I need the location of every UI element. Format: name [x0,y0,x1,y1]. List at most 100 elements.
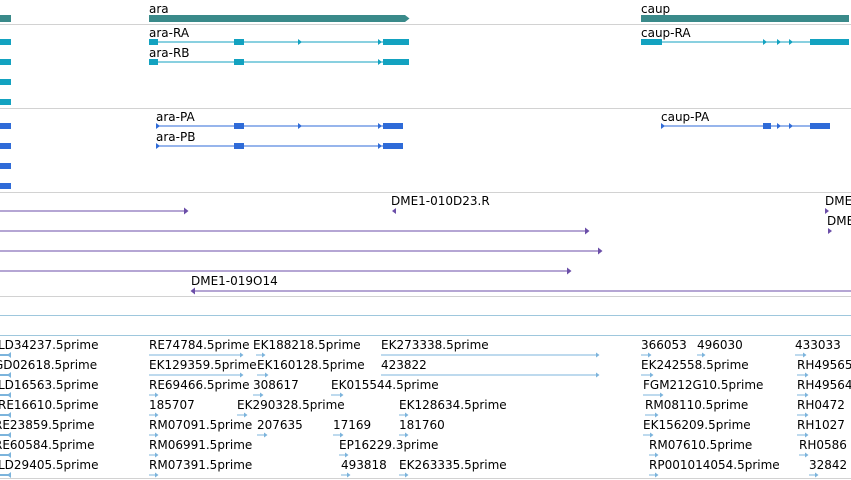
est-label[interactable]: 32842 [809,458,848,472]
transcript-exon[interactable] [149,59,158,65]
est-feature[interactable] [240,352,244,358]
protein-stub[interactable] [0,143,11,149]
est-label[interactable]: EP16229.3prime [339,438,439,452]
transcript-exon[interactable] [149,39,158,45]
est-feature[interactable] [0,454,10,456]
clone-label-dme1-019o14[interactable]: DME1-019O14 [191,274,278,288]
est-label[interactable]: 496030 [697,338,743,352]
est-label[interactable]: 433033 [795,338,841,352]
protein-exon[interactable] [156,123,160,129]
est-feature[interactable] [0,414,10,416]
est-label[interactable]: 308617 [253,378,299,392]
clone-label-dme-a[interactable]: DME [825,194,851,208]
protein-stub[interactable] [0,183,11,189]
protein-label-ara-pb[interactable]: ara-PB [156,130,196,144]
transcript-exon[interactable] [383,59,409,65]
est-feature[interactable] [0,354,10,356]
transcript-stub[interactable] [0,59,11,65]
est-label[interactable]: EK156209.5prime [643,418,751,432]
est-label[interactable]: RH49565 [797,358,851,372]
est-label[interactable]: RE16610.5prime [0,398,99,412]
est-label[interactable]: LD34237.5prime [0,338,99,352]
clone-end[interactable] [190,287,196,295]
est-label[interactable]: RE23859.5prime [0,418,95,432]
gene-bar[interactable] [149,15,405,22]
clone-end[interactable] [585,227,590,235]
est-feature[interactable] [262,352,266,358]
est-feature[interactable] [805,452,809,458]
protein-exon[interactable] [777,123,781,129]
est-label[interactable]: 207635 [257,418,303,432]
transcript-exon[interactable] [641,39,662,45]
clone-label-dme-b[interactable]: DME [827,214,851,228]
est-feature[interactable] [648,352,652,358]
clone-end[interactable] [828,228,832,234]
est-feature[interactable] [260,392,264,398]
transcript-exon[interactable] [763,39,767,45]
est-label[interactable]: EK188218.5prime [253,338,361,352]
est-feature[interactable] [0,474,10,476]
est-feature[interactable] [405,432,409,438]
transcript-exon[interactable] [234,59,244,65]
est-feature[interactable] [805,412,809,418]
transcript-exon[interactable] [378,39,382,45]
est-feature[interactable] [596,352,600,358]
transcript-exon[interactable] [383,39,409,45]
protein-label-caup-pa[interactable]: caup-PA [661,110,710,124]
est-label[interactable]: 493818 [341,458,387,472]
est-feature[interactable] [347,472,351,478]
est-label[interactable]: RE74784.5prime [149,338,250,352]
est-feature[interactable] [805,372,809,378]
est-feature[interactable] [155,472,159,478]
protein-exon[interactable] [789,123,793,129]
est-feature[interactable] [264,432,268,438]
est-feature[interactable] [702,352,706,358]
clone-end[interactable] [392,208,396,214]
protein-exon[interactable] [383,143,403,149]
protein-exon[interactable] [298,123,302,129]
est-label[interactable]: EK273338.5prime [381,338,489,352]
est-label[interactable]: EK128634.5prime [399,398,507,412]
est-feature[interactable] [345,452,349,458]
transcript-exon[interactable] [777,39,781,45]
est-label[interactable]: RM08110.5prime [645,398,749,412]
est-feature[interactable] [650,432,654,438]
est-feature[interactable] [805,392,809,398]
protein-exon[interactable] [156,143,160,149]
est-label[interactable]: EK160128.5prime [257,358,365,372]
est-label[interactable]: EK015544.5prime [331,378,439,392]
est-label[interactable]: RM07091.5prime [149,418,253,432]
est-feature[interactable] [244,412,248,418]
clone-end[interactable] [567,267,572,275]
gene-bar[interactable] [0,15,11,22]
est-feature[interactable] [0,394,10,396]
est-label[interactable]: RE69466.5prime [149,378,250,392]
est-feature[interactable] [655,412,659,418]
est-feature[interactable] [155,432,159,438]
est-feature[interactable] [803,352,807,358]
clone-label-dme1-010d23[interactable]: DME1-010D23.R [391,194,490,208]
est-feature[interactable] [655,472,659,478]
est-feature[interactable] [155,392,159,398]
protein-exon[interactable] [378,123,382,129]
transcript-stub[interactable] [0,79,11,85]
transcript-exon[interactable] [789,39,793,45]
est-label[interactable]: 185707 [149,398,195,412]
est-label[interactable]: RM07391.5prime [149,458,253,472]
protein-exon[interactable] [763,123,771,129]
protein-exon[interactable] [383,123,403,129]
gene-label-caup[interactable]: caup [641,2,671,16]
est-label[interactable]: RM07610.5prime [649,438,753,452]
protein-exon[interactable] [234,123,244,129]
est-feature[interactable] [340,432,344,438]
est-label[interactable]: 423822 [381,358,427,372]
protein-label-ara-pa[interactable]: ara-PA [156,110,195,124]
est-label[interactable]: RH1027 [797,418,845,432]
est-label[interactable]: LD29405.5prime [0,458,99,472]
gene-label-ara[interactable]: ara [149,2,169,16]
gene-bar[interactable] [641,15,849,22]
transcript-exon[interactable] [298,39,302,45]
est-feature[interactable] [0,374,10,376]
est-label[interactable]: LD16563.5prime [0,378,99,392]
transcript-label-ara-ra[interactable]: ara-RA [149,26,190,40]
